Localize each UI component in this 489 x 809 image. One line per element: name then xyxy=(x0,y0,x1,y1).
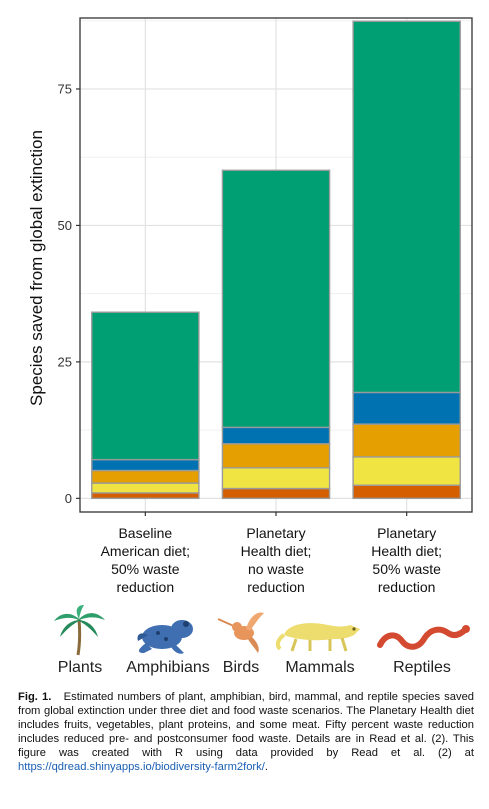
mammal-icon xyxy=(275,623,360,652)
caption-text: Estimated numbers of plant, amphibian, b… xyxy=(18,691,475,759)
x-category-label: Planetary xyxy=(377,525,436,541)
x-category-label: reduction xyxy=(247,579,305,595)
bar-segment-plants xyxy=(221,169,331,429)
caption-end: . xyxy=(264,761,268,773)
bar-segment-reptiles xyxy=(221,487,331,500)
bar-segment-birds xyxy=(221,443,331,469)
y-tick-label: 50 xyxy=(58,218,72,233)
x-category-label: Health diet; xyxy=(371,543,442,559)
legend-label-plants: Plants xyxy=(57,659,103,676)
bar-segment-reptiles xyxy=(352,484,461,500)
legend-item-reptiles: Reptiles xyxy=(372,605,472,685)
legend-label-mammals: Mammals xyxy=(285,659,355,676)
x-category-label: American diet; xyxy=(101,543,190,559)
bar-segment-mammals xyxy=(91,482,200,494)
caption-link[interactable]: https://qdread.shinyapps.io/biodiversity… xyxy=(18,761,265,773)
frog-icon xyxy=(137,620,193,654)
bar-segment-mammals xyxy=(221,467,331,490)
snake-icon xyxy=(377,625,470,650)
x-category-label: Health diet; xyxy=(241,543,312,559)
bar-segment-birds xyxy=(352,423,461,458)
stacked-bar-chart: 0 25 50 75 Baseline American diet; 50% waste re… xyxy=(27,17,473,595)
figure-number: Fig. 1. xyxy=(18,691,52,703)
x-category-label: Baseline xyxy=(118,525,172,541)
legend-label-birds: Birds xyxy=(222,659,260,676)
palm-tree-icon xyxy=(54,605,105,656)
axes: 0 25 50 75 Baseline American diet; 50% waste re… xyxy=(58,17,473,595)
legend-label-amphibians: Amphibians xyxy=(126,659,210,676)
x-category-label: 50% waste xyxy=(372,561,441,577)
x-category-label: 50% waste xyxy=(111,561,180,577)
bar-segment-mammals xyxy=(352,456,461,486)
bar-segment-amphibians xyxy=(91,458,200,472)
x-category-label: reduction xyxy=(378,579,436,595)
y-tick-label: 75 xyxy=(58,81,72,96)
figure-caption: Fig. 1. Estimated numbers of plant, amph… xyxy=(18,690,474,774)
legend-item-plants: Plants xyxy=(40,605,120,685)
bars xyxy=(91,20,461,500)
x-category-label: no waste xyxy=(248,561,304,577)
x-category-label: Planetary xyxy=(246,525,305,541)
y-tick-label: 0 xyxy=(65,491,72,506)
legend-item-birds: Birds xyxy=(214,605,268,685)
x-category-label: reduction xyxy=(117,579,175,595)
legend-item-mammals: Mammals xyxy=(270,605,370,685)
hummingbird-icon xyxy=(217,612,264,653)
bar-segment-amphibians xyxy=(221,426,331,445)
legend-label-reptiles: Reptiles xyxy=(393,659,451,676)
bar-segment-reptiles xyxy=(91,492,200,500)
y-axis-title: Species saved from global extinction xyxy=(27,130,46,406)
legend-item-amphibians: Amphibians xyxy=(118,605,218,685)
legend: Plants Amphibians Birds xyxy=(0,605,489,685)
bar-segment-birds xyxy=(91,469,200,484)
bar-segment-plants xyxy=(91,311,200,461)
y-tick-label: 25 xyxy=(58,354,72,369)
bar-segment-plants xyxy=(352,20,461,394)
bar-segment-amphibians xyxy=(352,391,461,425)
